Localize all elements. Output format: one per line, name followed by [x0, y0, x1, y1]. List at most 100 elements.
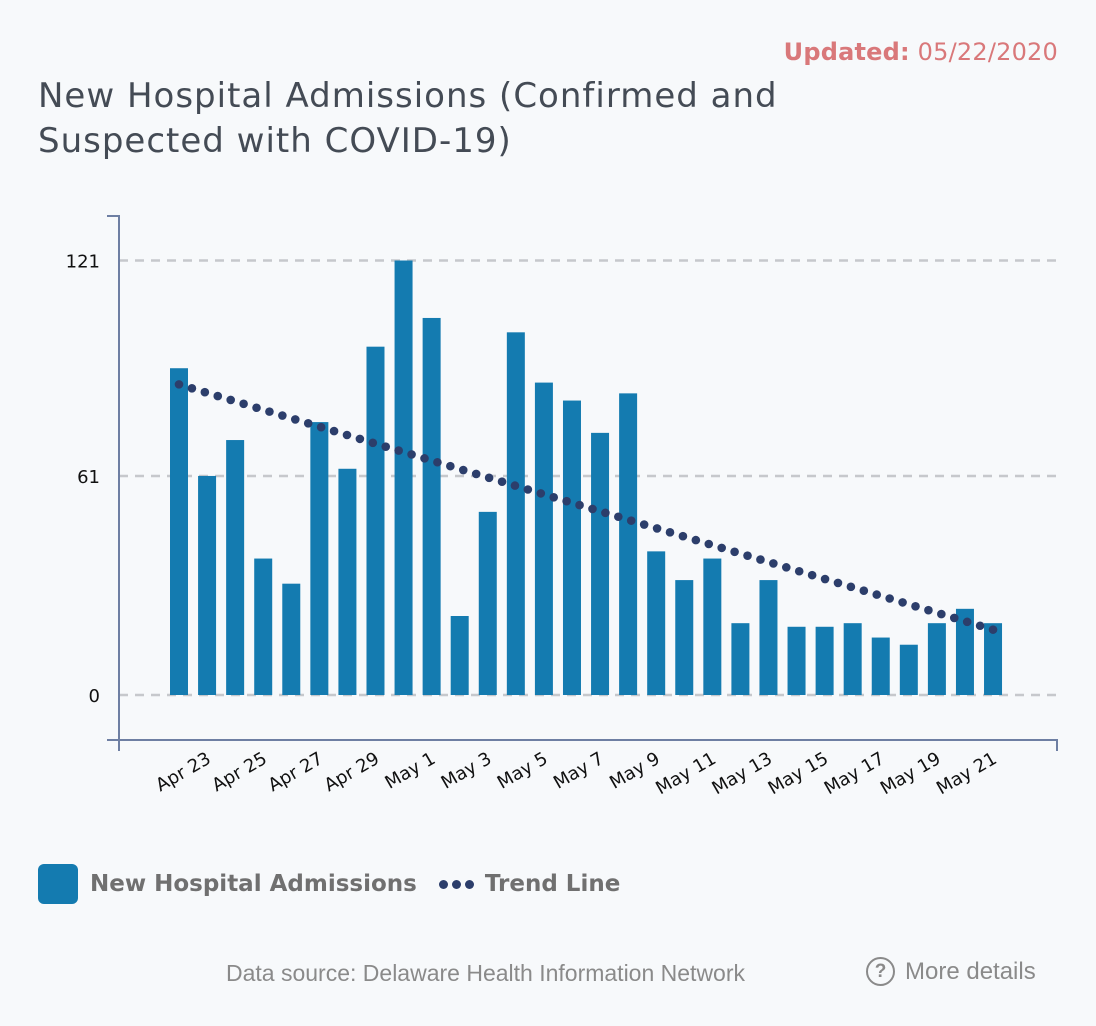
bar[interactable] [394, 260, 413, 696]
bar[interactable] [871, 637, 890, 695]
bar[interactable] [647, 551, 666, 695]
trend-dot [536, 489, 546, 498]
bar[interactable] [984, 623, 1003, 695]
trend-dot [484, 473, 494, 483]
trend-dot [794, 566, 804, 576]
trend-dot [458, 465, 468, 475]
square-swatch-icon [38, 864, 78, 904]
trend-dot [342, 430, 352, 440]
trend-dot [575, 500, 584, 510]
updated-date: 05/22/2020 [917, 38, 1058, 66]
x-tick-label: May 11 [652, 748, 720, 799]
trend-line [174, 380, 998, 634]
trend-dot [510, 481, 520, 490]
trend-dot [497, 477, 507, 487]
trend-dot [303, 419, 313, 428]
bar[interactable] [310, 422, 329, 695]
trend-dot [626, 516, 636, 525]
bar[interactable] [619, 393, 638, 695]
more-details-label: More details [905, 957, 1036, 985]
bar[interactable] [843, 623, 862, 695]
bar[interactable] [282, 583, 301, 695]
trend-dot [988, 625, 998, 634]
bar[interactable] [759, 580, 778, 695]
bar[interactable] [338, 468, 357, 695]
trend-dot [872, 590, 882, 599]
x-tick-label: May 1 [382, 748, 440, 793]
chart-title: New Hospital Admissions (Confirmed and S… [38, 76, 778, 161]
bar[interactable] [899, 644, 918, 695]
gridlines [119, 259, 1057, 697]
y-axis-ticks: 0 61 121 [66, 252, 100, 708]
bar[interactable] [198, 475, 217, 695]
trend-dot [433, 457, 442, 467]
trend-dot [924, 605, 933, 615]
trend-dot [446, 461, 455, 471]
bar[interactable] [927, 623, 946, 695]
x-tick-label: May 17 [821, 748, 889, 799]
legend-item-trend[interactable]: Trend Line [484, 871, 621, 897]
bar[interactable] [226, 440, 245, 695]
bar[interactable] [815, 626, 834, 695]
more-details-link[interactable]: ? More details [866, 957, 1036, 986]
trend-dot [614, 512, 623, 522]
bar[interactable] [591, 432, 610, 695]
trend-dot [833, 578, 843, 588]
bar[interactable] [170, 368, 188, 695]
trend-dot [523, 485, 533, 494]
trend-dot [885, 594, 894, 603]
trend-dot [239, 399, 248, 409]
trend-dot [601, 508, 610, 518]
updated-stamp: Updated: 05/22/2020 [784, 38, 1058, 66]
trend-dot [355, 434, 365, 444]
trend-dot [975, 621, 985, 631]
trend-dot [639, 520, 649, 529]
trend-dot [949, 613, 959, 623]
trend-dot [381, 442, 391, 451]
x-tick-label: May 3 [438, 748, 496, 793]
bar[interactable] [731, 623, 750, 695]
trend-dot [562, 496, 571, 506]
trend-dot [691, 535, 701, 545]
trend-dot [704, 539, 714, 549]
data-source: Data source: Delaware Health Information… [226, 960, 746, 986]
bar[interactable] [787, 626, 806, 695]
x-tick-label: May 21 [933, 748, 1001, 799]
trend-dot [316, 422, 326, 432]
trend-dot [665, 528, 675, 537]
trend-dot [937, 609, 946, 619]
trend-dot [678, 531, 688, 541]
trend-dot [743, 551, 752, 560]
trend-dot [781, 563, 791, 572]
bar[interactable] [450, 616, 469, 695]
bar[interactable] [478, 511, 497, 695]
legend: New Hospital Admissions Trend Line [38, 864, 620, 904]
bar[interactable] [955, 608, 974, 695]
axes [107, 215, 1058, 751]
x-tick-label: May 19 [877, 748, 945, 799]
bar[interactable] [534, 382, 553, 695]
bar[interactable] [422, 317, 441, 695]
x-tick-label: May 5 [494, 748, 552, 793]
legend-item-admissions[interactable]: New Hospital Admissions [90, 871, 417, 897]
trend-dot [769, 559, 778, 568]
bar[interactable] [254, 558, 273, 695]
trend-dot [278, 411, 287, 420]
y-tick-label: 61 [77, 467, 100, 488]
bar[interactable] [562, 400, 581, 695]
trend-dot [962, 617, 972, 627]
bars [170, 260, 1003, 696]
trend-dot [407, 450, 416, 459]
trend-dot [652, 524, 662, 533]
trend-dot [252, 403, 261, 413]
x-tick-label: Apr 25 [208, 748, 270, 796]
bar[interactable] [366, 346, 385, 695]
x-tick-label: Apr 29 [321, 748, 383, 796]
trend-dot [394, 446, 403, 455]
bar[interactable] [703, 558, 722, 695]
bar[interactable] [506, 332, 525, 695]
bar[interactable] [675, 580, 694, 695]
updated-label: Updated: [783, 38, 910, 66]
